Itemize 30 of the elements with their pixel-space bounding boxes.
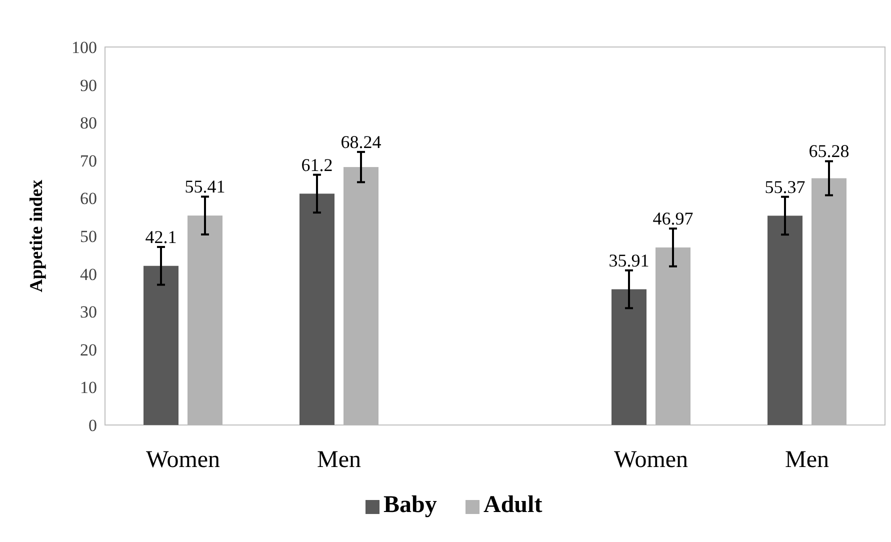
data-label: 55.41 <box>184 176 226 197</box>
y-tick-label: 50 <box>80 226 97 246</box>
x-tick-label: Men <box>785 447 829 473</box>
data-label: 65.28 <box>808 141 850 162</box>
data-label: 46.97 <box>652 208 694 229</box>
x-tick-label: Women <box>146 447 220 473</box>
bar <box>144 266 178 425</box>
data-label: 68.24 <box>340 132 382 152</box>
y-tick-label: 30 <box>80 302 97 322</box>
data-label: 55.37 <box>764 176 806 197</box>
y-tick-label: 90 <box>80 76 97 95</box>
y-tick-label: 70 <box>80 151 97 170</box>
y-tick-label: 80 <box>80 114 97 133</box>
data-label: 42.1 <box>145 226 177 247</box>
y-tick-label: 40 <box>80 264 97 284</box>
y-tick-label: 60 <box>80 189 97 208</box>
bar <box>300 194 334 425</box>
legend-label: Baby <box>384 492 437 518</box>
y-axis-title: Appetite index <box>26 180 46 292</box>
legend-label: Adult <box>484 492 542 518</box>
x-tick-label: Women <box>614 447 688 473</box>
y-tick-label: 10 <box>80 378 97 398</box>
x-tick-label: Men <box>317 447 361 473</box>
data-label: 61.2 <box>301 154 333 175</box>
y-tick-label: 100 <box>72 38 97 57</box>
y-tick-label: 20 <box>80 340 97 360</box>
data-label: 35.91 <box>608 250 650 270</box>
y-tick-label: 0 <box>88 416 97 435</box>
bar <box>768 216 802 425</box>
bar <box>612 289 646 425</box>
